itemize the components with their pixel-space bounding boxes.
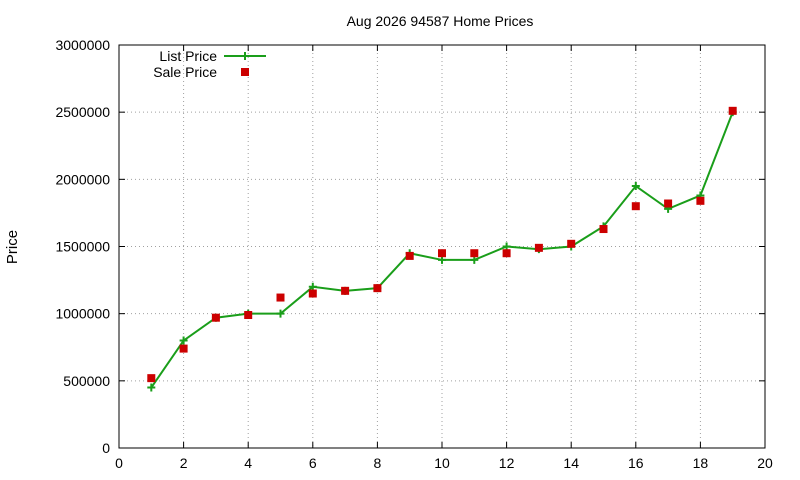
x-tick-label: 6 xyxy=(309,455,317,471)
x-tick-label: 20 xyxy=(757,455,773,471)
sale-price-point xyxy=(664,199,673,208)
x-tick-label: 16 xyxy=(628,455,644,471)
list-price-point xyxy=(438,255,446,264)
sale-price-point xyxy=(438,249,446,258)
legend-list-price-marker xyxy=(241,52,249,60)
sale-price-point xyxy=(276,293,285,302)
sale-price-point xyxy=(599,225,608,234)
sale-price-point xyxy=(470,249,479,258)
x-tick-label: 8 xyxy=(374,455,382,471)
series-layer xyxy=(147,106,737,392)
sale-price-point xyxy=(567,239,576,248)
sale-price-point xyxy=(502,249,511,258)
y-tick-label: 500000 xyxy=(63,373,110,389)
y-axis-label: Price xyxy=(4,230,21,264)
y-tick-label: 3000000 xyxy=(55,37,110,53)
legend-sale-price-marker xyxy=(241,68,249,76)
sale-price-point xyxy=(308,289,317,298)
y-tick-label: 2000000 xyxy=(55,171,110,187)
y-tick-label: 1500000 xyxy=(55,239,110,255)
sale-price-point xyxy=(244,311,253,320)
list-price-point xyxy=(179,336,188,345)
y-tick-label: 0 xyxy=(102,440,110,456)
list-price-point xyxy=(502,242,511,251)
axis-ticks: 0 2 4 6 8 10 12 14 16 18 20 0 500000 1000000 1500000 20… xyxy=(55,37,773,471)
x-tick-label: 0 xyxy=(115,455,123,471)
list-price-point xyxy=(470,255,479,264)
sale-price-point xyxy=(405,251,414,260)
y-tick-label: 1000000 xyxy=(55,306,110,322)
x-tick-label: 18 xyxy=(693,455,709,471)
legend-label: List Price xyxy=(159,48,217,64)
list-price-point xyxy=(631,182,640,191)
legend-label: Sale Price xyxy=(153,64,217,80)
x-tick-label: 12 xyxy=(499,455,515,471)
grid-lines xyxy=(119,45,765,448)
list-price-point xyxy=(276,309,285,318)
y-tick-label: 2500000 xyxy=(55,104,110,120)
sale-price-point xyxy=(211,313,220,322)
x-tick-label: 10 xyxy=(434,455,450,471)
x-tick-label: 4 xyxy=(244,455,252,471)
sale-price-point xyxy=(147,374,156,383)
x-tick-label: 2 xyxy=(180,455,188,471)
sale-price-point xyxy=(179,344,188,353)
sale-price-point xyxy=(341,286,350,295)
list-price-point xyxy=(308,282,317,291)
list-price-point xyxy=(147,383,156,392)
sale-price-point xyxy=(728,106,737,115)
chart-title: Aug 2026 94587 Home Prices xyxy=(347,13,534,29)
sale-price-point xyxy=(631,202,640,211)
x-tick-label: 14 xyxy=(563,455,579,471)
sale-price-point xyxy=(534,243,543,252)
sale-price-point xyxy=(696,196,705,205)
sale-price-point xyxy=(373,284,382,293)
